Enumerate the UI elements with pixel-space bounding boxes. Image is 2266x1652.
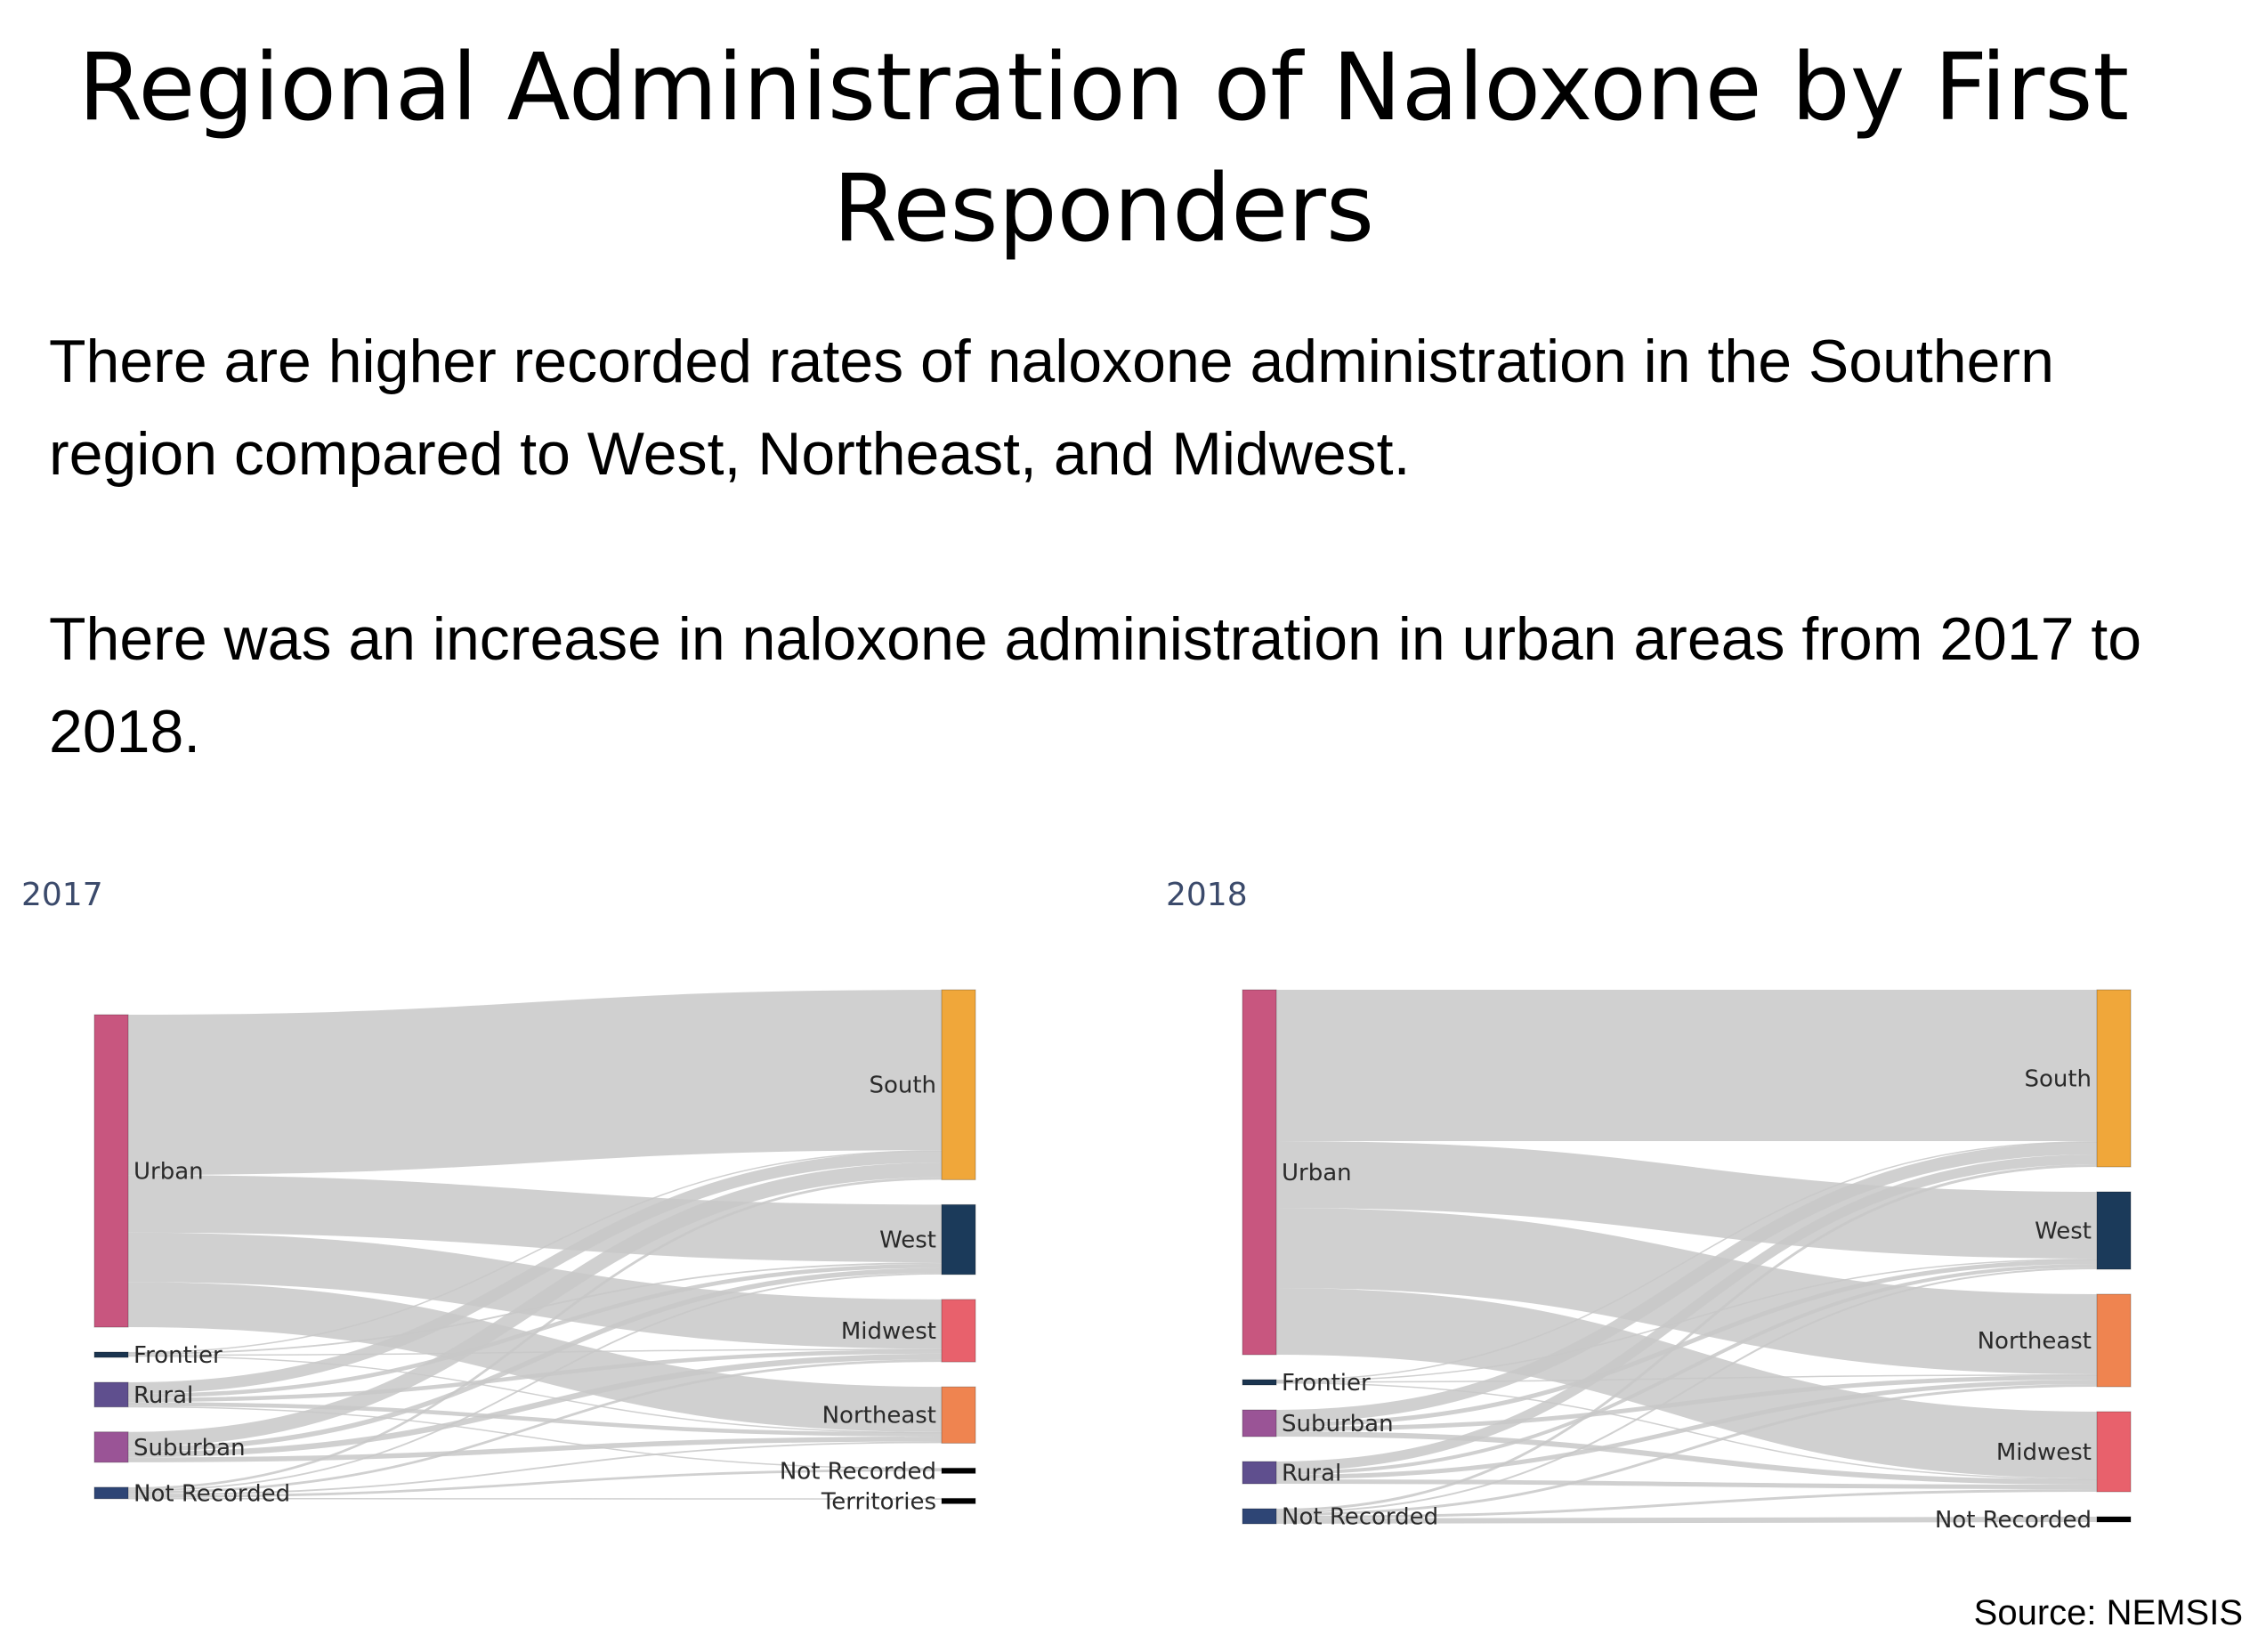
sankey-link-frontier-to-northeast [127,1355,943,1434]
sankey-label-rural: Rural [1282,1461,1341,1487]
sankey-label-northeast-target: Northeast [822,1403,936,1429]
sankey-link-urban-to-northeast [1275,1208,2098,1374]
sankey-link-frontier-to-south [127,1150,943,1354]
sankey-label-frontier: Frontier [1282,1370,1371,1397]
sankey-link-suburban-to-midwest [127,1353,943,1458]
sankey-link-not-recorded-to-northeast [1275,1384,2098,1516]
sankey-label-northeast-target: Northeast [1978,1328,2092,1355]
sankey-label-not-recorded-target: Not Recorded [1935,1507,2092,1534]
sankey-link-suburban-to-west [127,1267,943,1452]
sankey-label-midwest-target: Midwest [841,1318,936,1345]
description-paragraph: There was an increase in naloxone admini… [49,605,2142,765]
sankey-chart-2017: Urban Frontier Rural Suburban Not Recorded So… [93,989,976,1515]
sankey-label-not-recorded: Not Recorded [134,1480,290,1507]
sankey-link-urban-to-midwest [1275,1288,2098,1478]
sankey-node-rural [93,1381,129,1408]
sankey-link-not-recorded-to-northeast [127,1441,943,1496]
sankey-link-rural-to-midwest [127,1349,943,1403]
sankey-link-rural-to-midwest [1275,1479,2098,1489]
sankey-link-rural-to-west [127,1263,943,1398]
sankey-link-rural-to-northeast [1275,1380,2098,1479]
sankey-label-suburban: Suburban [1282,1411,1394,1437]
sankey-link-rural-to-northeast [127,1402,943,1437]
sankey-node-not-recorded-target [941,1467,976,1474]
sankey-node-suburban [93,1431,129,1463]
sankey-node-northeast-target [2096,1293,2132,1388]
sankey-node-midwest-target [941,1299,976,1363]
sankey-link-urban-to-south [127,989,943,1176]
chart-title-2018: 2018 [1166,877,1248,913]
sankey-label-urban: Urban [134,1159,204,1186]
page-title: Regional Administration of Naloxone by F… [77,33,2130,263]
sankey-node-west-target [941,1203,976,1275]
sankey-node-midwest-target [2096,1411,2132,1493]
sankey-label-territories-target: Territories [821,1488,936,1515]
source-note: Source: NEMSIS [1973,1593,2243,1632]
sankey-link-not-recorded-to-not-recorded [127,1469,943,1498]
sankey-node-south-target [2096,989,2132,1168]
sankey-label-urban: Urban [1282,1160,1352,1186]
sankey-link-frontier-to-northeast [1275,1374,2098,1383]
sankey-link-rural-to-west [1275,1264,2098,1475]
sankey-node-not-recorded [1242,1508,1277,1525]
sankey-node-urban [1242,989,1277,1356]
sankey-label-west-target: West [879,1227,936,1254]
sankey-node-rural [1242,1461,1277,1485]
sankey-node-territories-target [941,1497,976,1504]
description-paragraph: There are higher recorded rates of nalox… [49,328,2054,488]
chart-title-2017: 2017 [21,877,103,913]
sankey-links [127,989,943,1500]
sankey-node-frontier [1242,1379,1277,1386]
sankey-link-suburban-to-midwest [1275,1431,2098,1485]
sankey-link-rural-to-south [127,1151,943,1394]
sankey-link-frontier-to-south [1275,1141,2098,1381]
sankey-label-frontier: Frontier [134,1342,223,1369]
sankey-link-suburban-to-south [1275,1142,2098,1422]
sankey-link-urban-to-midwest [127,1232,943,1349]
sankey-label-suburban: Suburban [134,1435,246,1462]
sankey-link-not-recorded-to-west [127,1273,943,1492]
sankey-label-south-target: South [2024,1066,2092,1093]
sankey-link-urban-to-west [1275,1141,2098,1259]
sankey-link-urban-to-northeast [127,1282,943,1432]
sankey-label-west-target: West [2035,1219,2092,1245]
sankey-label-not-recorded: Not Recorded [1282,1504,1438,1531]
sankey-link-suburban-to-northeast [1275,1375,2098,1431]
sankey-node-west-target [2096,1191,2132,1270]
sankey-node-northeast-target [941,1386,976,1444]
sankey-link-not-recorded-to-not-recorded [1275,1517,2098,1524]
sankey-link-not-recorded-to-midwest [127,1359,943,1494]
sankey-node-suburban [1242,1409,1277,1437]
sankey-link-rural-to-south [1275,1154,2098,1471]
sankey-node-frontier [93,1351,129,1358]
sankey-link-frontier-to-midwest [127,1348,943,1356]
sankey-link-urban-to-west [127,1175,943,1263]
sankey-link-suburban-to-south [127,1162,943,1447]
sankey-link-rural-to-not-recorded [127,1405,943,1470]
sankey-link-not-recorded-to-west [1275,1267,2098,1513]
sankey-label-rural: Rural [134,1382,193,1409]
sankey-chart-2018: Urban Frontier Suburban Rural Not Recorded So… [1242,989,2132,1534]
sankey-node-urban [93,1014,129,1328]
sankey-node-south-target [941,989,976,1180]
sankey-link-frontier-to-west [1275,1259,2098,1382]
sankey-node-not-recorded [93,1486,129,1500]
sankey-label-south-target: South [869,1073,936,1099]
sankey-link-not-recorded-to-south [1275,1164,2098,1511]
sankey-label-not-recorded-target: Not Recorded [780,1458,936,1485]
sankey-link-suburban-to-northeast [127,1436,943,1462]
sankey-link-not-recorded-to-midwest [1275,1489,2098,1518]
sankey-links [1275,990,2098,1524]
sankey-nodes: Urban Frontier Rural Suburban Not Recorded So… [93,989,976,1515]
sankey-nodes: Urban Frontier Suburban Rural Not Recorded So… [1242,989,2132,1534]
sankey-label-midwest-target: Midwest [1996,1439,2092,1466]
sankey-node-not-recorded-target [2096,1516,2132,1523]
sankey-link-suburban-to-west [1275,1259,2098,1427]
sankey-link-not-recorded-to-south [127,1177,943,1490]
